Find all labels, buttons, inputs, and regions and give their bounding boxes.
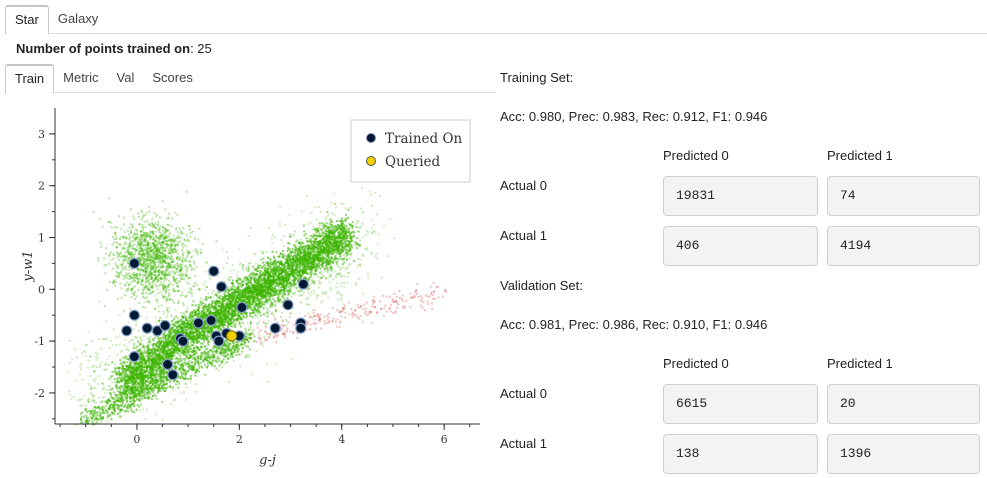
x-tick-label: 4	[338, 433, 345, 446]
background-points-layer	[66, 187, 448, 426]
points-trained-line: Number of points trained on: 25	[16, 41, 212, 56]
x-tick-label: 0	[133, 433, 140, 446]
trained-on-point	[282, 299, 294, 311]
axes: 0 2 4 6 -2 -1 0 1 2 3	[34, 108, 480, 446]
trained-on-point	[177, 335, 189, 347]
validation-cell-1-1: 1396	[827, 434, 980, 474]
trained-on-point	[269, 322, 281, 334]
sub-tab-bar: Train Metric Val Scores	[5, 64, 496, 94]
training-col-header-1: Predicted 1	[827, 148, 893, 163]
validation-col-header-1: Predicted 1	[827, 356, 893, 371]
validation-set-title: Validation Set:	[500, 278, 583, 293]
validation-col-header-0: Predicted 0	[663, 356, 729, 371]
legend-trained-marker	[366, 133, 376, 143]
trained-on-point	[141, 322, 153, 334]
trained-on-point	[128, 257, 140, 270]
validation-cell-0-0: 6615	[663, 384, 818, 424]
trained-on-point	[208, 265, 220, 277]
tab-metric[interactable]: Metric	[63, 70, 99, 85]
tab-val[interactable]: Val	[116, 70, 135, 85]
trained-on-point	[215, 281, 228, 293]
trained-on-point	[128, 309, 140, 321]
training-set-title: Training Set:	[500, 70, 574, 85]
trained-on-point	[295, 322, 307, 334]
training-cell-0-1: 74	[827, 176, 980, 216]
y-tick-label: 0	[38, 283, 45, 296]
training-row-header-1: Actual 1	[500, 228, 547, 243]
points-trained-value: 25	[197, 41, 212, 56]
validation-cell-0-1: 20	[827, 384, 980, 424]
trained-on-point	[121, 325, 133, 337]
x-tick-label: 2	[236, 433, 243, 446]
y-tick-label: 3	[38, 128, 45, 141]
tab-star[interactable]: Star	[5, 5, 49, 35]
trained-on-point	[167, 369, 179, 381]
points-trained-label: Number of points trained on	[16, 41, 191, 56]
tab-train[interactable]: Train	[5, 64, 55, 94]
y-tick-label: 2	[38, 180, 45, 193]
training-cell-1-1: 4194	[827, 226, 980, 266]
scatter-plot[interactable]: 0 2 4 6 -2 -1 0 1 2 3 Trained On Queried g-j y-w1	[0, 100, 495, 478]
trained-points-layer	[121, 257, 309, 381]
legend-queried-marker	[366, 156, 376, 166]
trained-on-point	[192, 317, 204, 329]
trained-on-point	[205, 314, 217, 326]
legend: Trained On Queried	[350, 119, 471, 183]
trained-on-point	[128, 351, 140, 363]
validation-metrics: Acc: 0.981, Prec: 0.986, Rec: 0.910, F1:…	[500, 317, 768, 332]
trained-on-point	[159, 319, 171, 332]
trained-on-point	[236, 301, 248, 314]
trained-on-point	[162, 358, 174, 371]
legend-queried-label: Queried	[385, 154, 441, 170]
trained-on-point	[297, 278, 309, 290]
tab-galaxy[interactable]: Galaxy	[57, 11, 99, 26]
trained-on-point	[151, 325, 164, 337]
legend-trained-label: Trained On	[385, 131, 463, 147]
tab-scores[interactable]: Scores	[152, 70, 193, 85]
training-col-header-0: Predicted 0	[663, 148, 729, 163]
legend-box	[350, 119, 471, 183]
validation-row-header-1: Actual 1	[500, 436, 547, 451]
validation-row-header-0: Actual 0	[500, 386, 547, 401]
training-cell-0-0: 19831	[663, 176, 818, 216]
x-tick-label: 6	[441, 433, 448, 446]
top-tab-bar: Star Galaxy	[5, 5, 987, 35]
training-row-header-0: Actual 0	[500, 178, 547, 193]
validation-cell-1-0: 138	[663, 434, 818, 474]
x-axis-label: g-j	[259, 453, 276, 468]
y-tick-label: -1	[34, 335, 45, 348]
trained-on-point	[213, 335, 225, 347]
y-axis-label: y-w1	[21, 250, 36, 282]
y-tick-label: 1	[38, 232, 45, 245]
y-tick-label: -2	[34, 387, 45, 400]
metrics-panel: Training Set: Acc: 0.980, Prec: 0.983, R…	[500, 0, 987, 478]
training-cell-1-0: 406	[663, 226, 818, 266]
queried-point	[226, 330, 238, 342]
training-metrics: Acc: 0.980, Prec: 0.983, Rec: 0.912, F1:…	[500, 109, 768, 124]
